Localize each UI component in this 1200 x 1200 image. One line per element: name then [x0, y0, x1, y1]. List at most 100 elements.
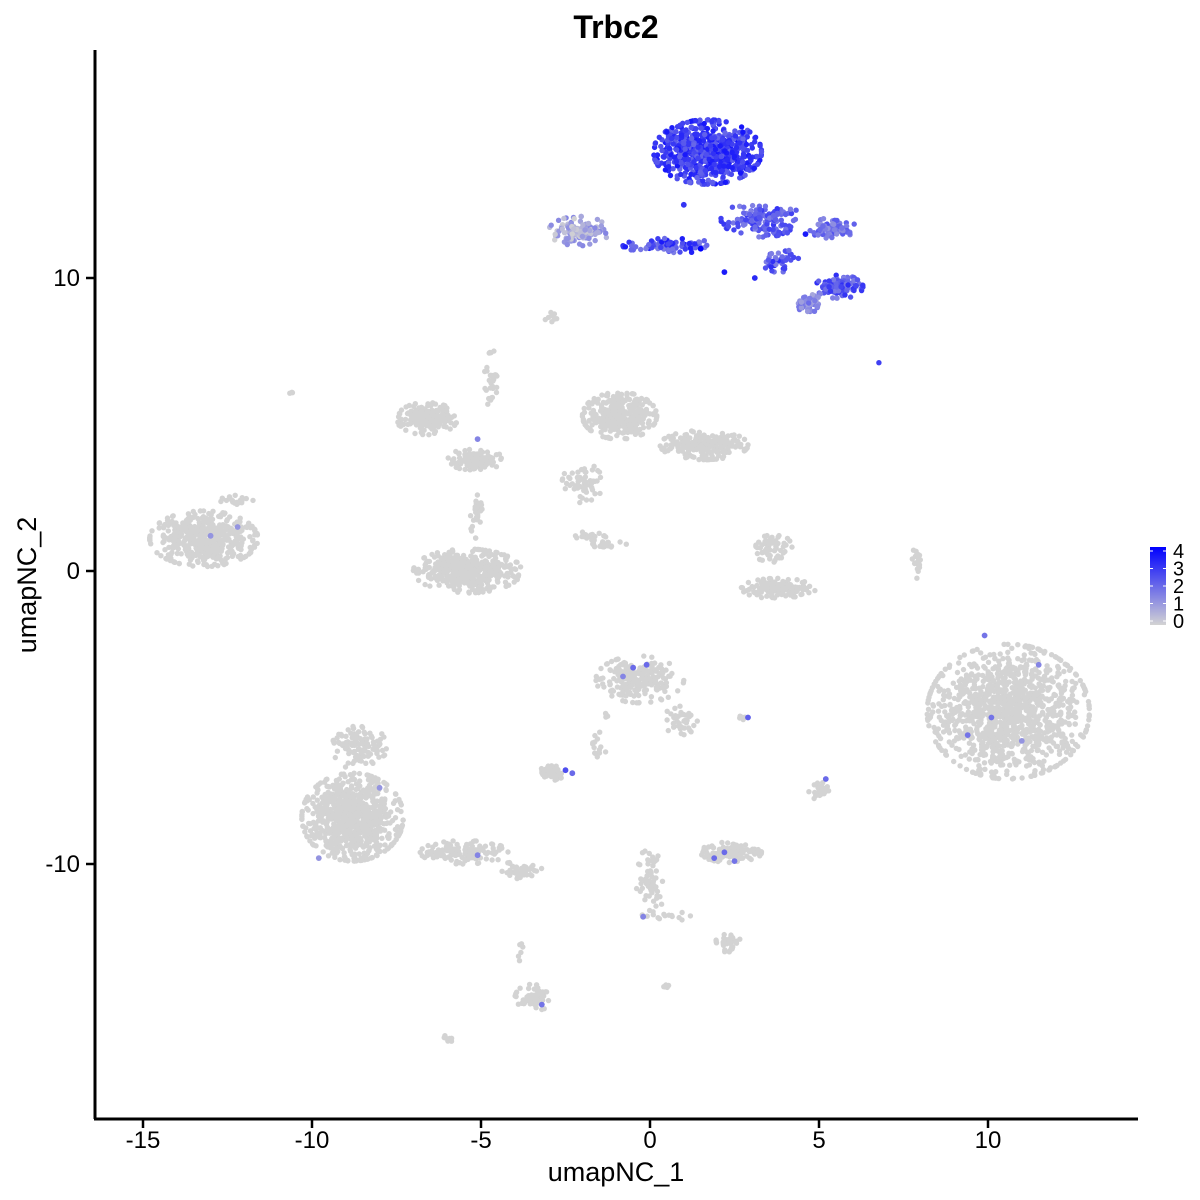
data-point: [745, 166, 751, 173]
data-point: [654, 159, 660, 165]
data-point: [798, 305, 805, 311]
data-point: [698, 435, 704, 441]
data-point: [1019, 748, 1026, 755]
data-point: [991, 748, 997, 754]
data-point: [780, 550, 787, 556]
data-point: [671, 154, 678, 160]
data-point: [989, 674, 995, 680]
data-point: [413, 422, 420, 428]
data-point: [195, 515, 201, 522]
data-point: [551, 311, 558, 317]
data-point: [1015, 642, 1021, 648]
data-point: [593, 673, 599, 680]
data-point: [757, 143, 763, 149]
data-point: [1085, 698, 1092, 705]
data-point: [1064, 742, 1071, 749]
data-point: [414, 570, 420, 576]
data-point: [420, 569, 426, 575]
data-point: [937, 745, 943, 751]
data-point: [439, 404, 445, 411]
data-point: [746, 211, 753, 218]
data-point: [738, 124, 745, 130]
data-point: [673, 158, 680, 165]
data-point: [579, 495, 585, 501]
data-point: [1005, 649, 1011, 655]
data-point: [650, 403, 656, 409]
data-point: [223, 523, 229, 529]
data-point: [853, 282, 859, 289]
data-point: [572, 533, 579, 539]
data-point: [975, 756, 981, 763]
data-point: [591, 463, 597, 469]
data-point: [812, 298, 818, 304]
data-point: [176, 538, 182, 544]
data-point: [772, 539, 778, 545]
data-point: [721, 440, 727, 446]
data-point: [190, 563, 196, 569]
data-point: [670, 166, 676, 172]
data-point: [466, 573, 472, 579]
data-point: [801, 579, 808, 585]
data-point: [569, 470, 575, 476]
data-point: [603, 392, 609, 399]
data-point: [766, 541, 773, 547]
data-point: [815, 278, 822, 284]
data-point: [938, 717, 944, 724]
data-point: [552, 231, 558, 237]
data-point: [951, 758, 957, 765]
data-point: [673, 147, 680, 153]
data-point: [759, 542, 765, 548]
data-point: [607, 667, 613, 673]
data-point: [607, 682, 613, 688]
data-point: [585, 220, 592, 227]
data-point: [626, 396, 633, 403]
data-point: [1069, 732, 1075, 738]
data-point: [791, 254, 797, 261]
data-point: [427, 583, 433, 589]
data-point: [580, 222, 586, 228]
data-point: [928, 712, 934, 718]
data-point: [602, 426, 608, 433]
data-point: [468, 526, 474, 532]
data-point: [598, 665, 604, 672]
data-point: [678, 132, 685, 138]
data-point: [762, 226, 769, 233]
data-point: [482, 464, 488, 470]
data-point: [1032, 772, 1038, 778]
data-point: [991, 707, 998, 713]
data-point: [566, 474, 572, 480]
data-point: [814, 303, 821, 309]
data-point: [969, 648, 976, 654]
data-point: [744, 147, 751, 154]
data-point: [1028, 724, 1034, 730]
data-point: [1029, 668, 1036, 674]
data-point: [482, 558, 489, 564]
data-point: [710, 150, 717, 157]
data-point: [740, 151, 747, 157]
data-point: [954, 718, 961, 724]
data-point: [685, 141, 692, 148]
data-point: [995, 700, 1001, 706]
data-point: [981, 734, 988, 740]
data-point: [954, 704, 960, 711]
data-point: [183, 520, 189, 526]
data-point: [779, 254, 785, 260]
data-point: [930, 702, 936, 708]
data-point: [1001, 694, 1007, 701]
data-point: [404, 410, 411, 417]
data-point: [1068, 704, 1074, 710]
data-point: [769, 534, 775, 540]
data-point: [586, 235, 592, 241]
data-point: [458, 571, 464, 577]
data-point: [787, 206, 794, 212]
data-point: [579, 233, 586, 240]
data-point: [985, 659, 992, 665]
data-point: [745, 579, 752, 586]
data-point: [238, 546, 244, 553]
data-point: [726, 219, 732, 226]
data-point: [686, 443, 692, 449]
data-point: [473, 509, 479, 516]
data-point: [982, 705, 988, 712]
data-point: [770, 226, 776, 233]
data-point: [765, 257, 772, 263]
